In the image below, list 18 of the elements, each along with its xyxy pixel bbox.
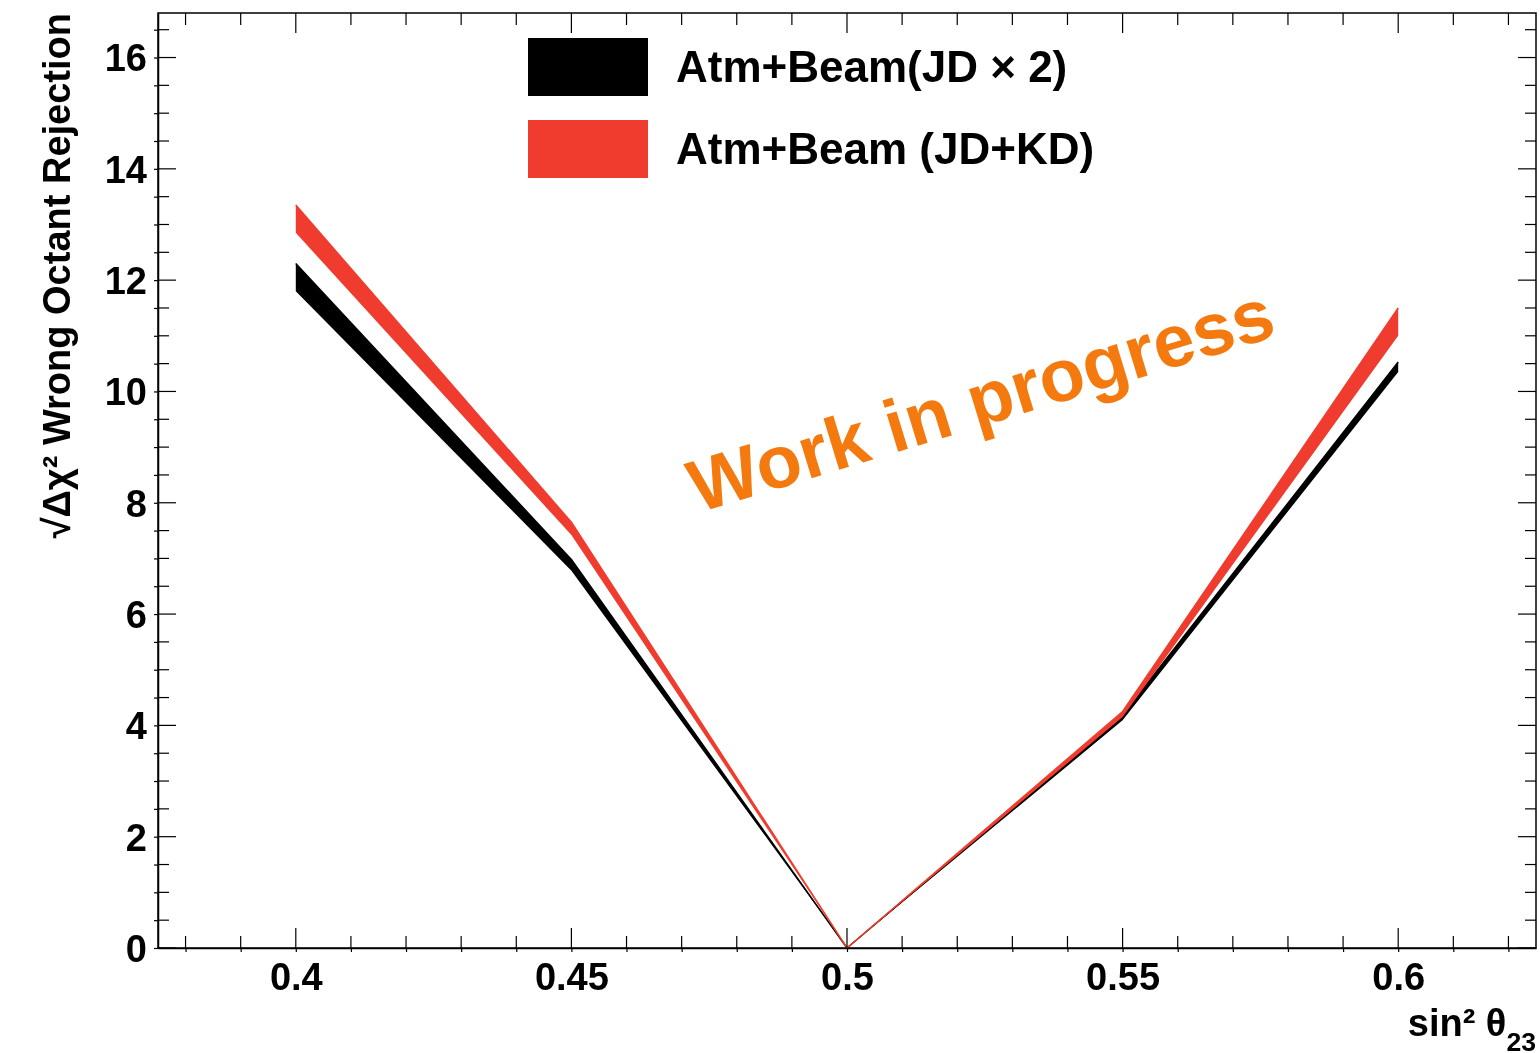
y-tick-label: 12 (104, 259, 147, 302)
y-tick-label: 14 (104, 148, 147, 191)
y-tick-label: 4 (125, 705, 147, 748)
y-tick-label: 6 (125, 593, 147, 636)
y-tick-label: 0 (125, 927, 147, 970)
x-tick-label: 0.45 (534, 955, 609, 998)
x-tick-label: 0.5 (821, 955, 874, 998)
legend-label: Atm+Beam (JD+KD) (676, 124, 1095, 173)
y-tick-label: 8 (125, 482, 147, 525)
x-axis-title: sin² θ$_{23}$ (1407, 1002, 1536, 1053)
y-tick-label: 16 (104, 37, 147, 80)
x-tick-label: 0.6 (1372, 955, 1426, 998)
y-tick-label: 2 (125, 816, 147, 859)
x-tick-label: 0.4 (269, 955, 323, 998)
legend-label: Atm+Beam(JD × 2) (676, 42, 1068, 91)
y-tick-label: 10 (104, 371, 147, 414)
y-axis-title: √Δχ² Wrong Octant Rejection (36, 13, 78, 539)
x-tick-label: 0.55 (1086, 955, 1161, 998)
